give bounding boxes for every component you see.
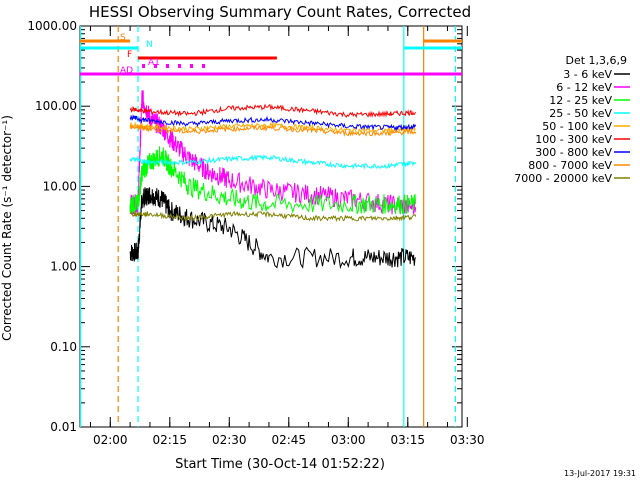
series-line-3 [129, 154, 417, 170]
series-line-5 [129, 103, 417, 119]
series-line-1 [129, 90, 417, 216]
legend-label: 25 - 50 keV [549, 107, 612, 120]
y-tick-label: 10.00 [43, 179, 77, 193]
series-line-4 [129, 121, 416, 135]
y-tick-label: 1000.00 [27, 19, 77, 33]
x-tick-label: 03:00 [331, 433, 366, 447]
series-line-7 [130, 123, 417, 137]
flag-label-s: S [120, 33, 126, 43]
legend-label: 50 - 100 keV [542, 120, 612, 133]
flag-label-ad: AD [120, 66, 133, 76]
y-tick-label: 1.00 [50, 260, 77, 274]
series-line-0 [129, 187, 417, 270]
y-tick-label: 100.00 [35, 99, 77, 113]
legend-label: 6 - 12 keV [556, 81, 612, 94]
x-tick-label: 02:15 [152, 433, 187, 447]
legend-label: 12 - 25 keV [549, 94, 612, 107]
y-tick-label: 0.01 [50, 420, 77, 434]
series-line-6 [129, 113, 417, 132]
plot-frame [79, 25, 463, 428]
x-tick-label: 02:00 [93, 433, 128, 447]
flag-label-f: F [127, 50, 132, 60]
flag-label-n: N [146, 40, 153, 50]
legend-label: 800 - 7000 keV [528, 159, 612, 172]
legend-label: 7000 - 20000 keV [514, 172, 612, 185]
flag-label-a1: A1 [148, 58, 160, 68]
series-line-2 [129, 146, 417, 215]
series-line-8 [129, 210, 417, 223]
chart-title: HESSI Observing Summary Count Rates, Cor… [89, 3, 471, 21]
footer-timestamp: 13-Jul-2017 19:31 [564, 469, 636, 478]
x-tick-label: 02:45 [271, 433, 306, 447]
legend-label: 3 - 6 keV [563, 68, 612, 81]
y-tick-label: 0.10 [50, 340, 77, 354]
x-tick-label: 03:30 [450, 433, 485, 447]
x-tick-label: 03:15 [390, 433, 425, 447]
y-axis-label: Corrected Count Rate (s⁻¹ detector⁻¹) [0, 115, 14, 341]
legend-label: 100 - 300 keV [535, 133, 612, 146]
x-tick-label: 02:30 [212, 433, 247, 447]
legend-title: Det 1,3,6,9 [565, 54, 627, 67]
legend-label: 300 - 800 keV [535, 146, 612, 159]
x-axis-label: Start Time (30-Oct-14 01:52:22) [175, 457, 385, 472]
